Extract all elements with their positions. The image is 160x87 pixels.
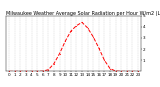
Text: Milwaukee Weather Average Solar Radiation per Hour W/m2 (Last 24 Hours): Milwaukee Weather Average Solar Radiatio… [6,11,160,16]
